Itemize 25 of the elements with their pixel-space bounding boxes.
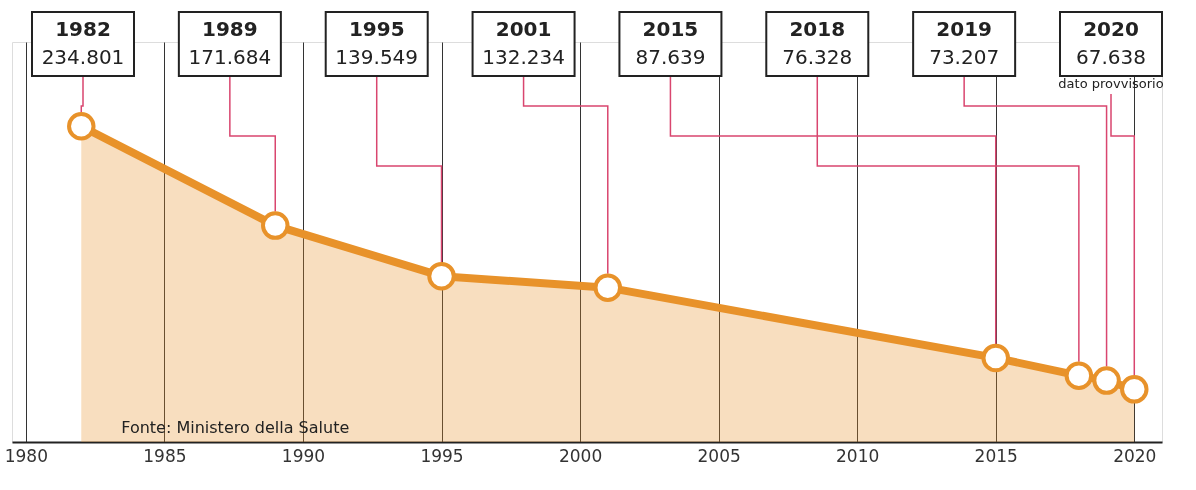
x-tick-label: 1980 <box>4 445 48 466</box>
data-label: 87.639 <box>635 45 706 69</box>
x-tick-label: 2020 <box>1113 445 1157 466</box>
text: 1989 <box>202 17 258 41</box>
x-tick-label: 2015 <box>974 445 1018 466</box>
text: 1995 <box>348 17 405 41</box>
data-label: 73.207 <box>929 45 1000 69</box>
x-tick-label: 1995 <box>420 445 464 466</box>
text: 2015 <box>642 17 699 41</box>
data-label: 234.801 <box>41 45 125 69</box>
data-label: 67.638 <box>1076 45 1146 69</box>
x-tick-label: 2005 <box>697 445 741 466</box>
data-label: 139.549 <box>335 45 419 69</box>
x-tick-label: 1985 <box>143 445 187 466</box>
text: 2019 <box>936 17 992 41</box>
text: 2001 <box>495 17 552 41</box>
data-label: 132.234 <box>482 45 565 69</box>
text: 2020 <box>1083 17 1139 41</box>
data-label: 76.328 <box>782 45 853 69</box>
x-tick-label: 1990 <box>281 445 326 466</box>
x-tick-label: 2010 <box>836 445 880 466</box>
x-tick-label: 2000 <box>558 445 603 466</box>
data-label: 171.684 <box>188 45 272 69</box>
text: 1982 <box>55 17 111 41</box>
text: 2018 <box>789 17 846 41</box>
